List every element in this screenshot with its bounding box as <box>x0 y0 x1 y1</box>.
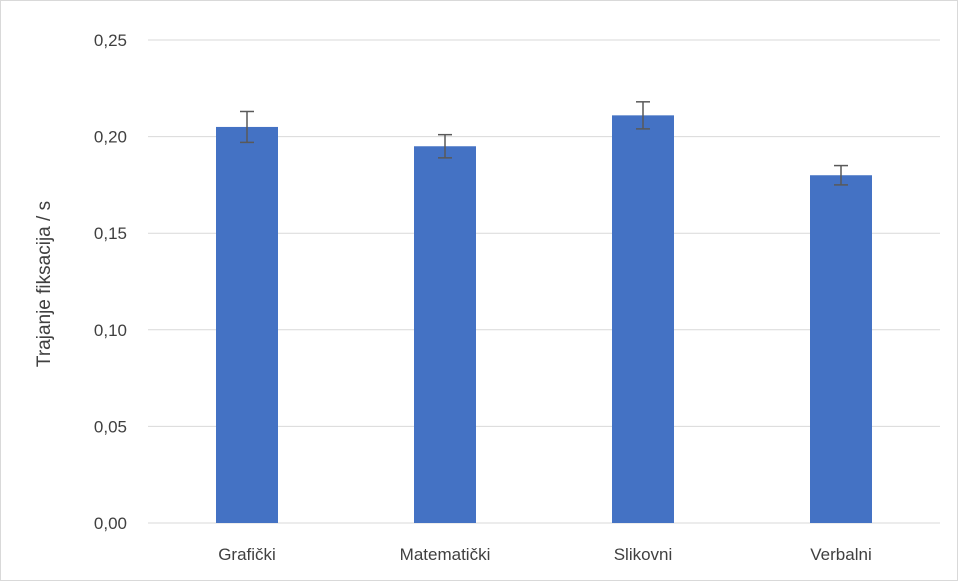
y-tick-label: 0,00 <box>94 514 127 533</box>
y-tick-label: 0,15 <box>94 224 127 243</box>
bars <box>216 115 872 524</box>
x-tick-label: Matematički <box>400 545 491 564</box>
grid-lines <box>148 39 940 524</box>
y-tick-label: 0,05 <box>94 417 127 436</box>
x-tick-label: Slikovni <box>614 545 673 564</box>
y-tick-label: 0,20 <box>94 128 127 147</box>
x-tick-label: Grafički <box>218 545 276 564</box>
y-tick-label: 0,25 <box>94 31 127 50</box>
y-tick-labels: 0,00 0,05 0,10 0,15 0,20 0,25 <box>94 31 127 533</box>
bar <box>414 146 476 523</box>
bar <box>216 126 278 523</box>
bar <box>612 115 674 524</box>
error-bars <box>240 101 848 186</box>
bar <box>810 175 872 524</box>
x-tick-labels: Grafički Matematički Slikovni Verbalni <box>218 545 872 564</box>
x-tick-label: Verbalni <box>810 545 871 564</box>
y-tick-label: 0,10 <box>94 321 127 340</box>
y-axis-title: Trajanje fiksacija / s <box>34 201 55 367</box>
